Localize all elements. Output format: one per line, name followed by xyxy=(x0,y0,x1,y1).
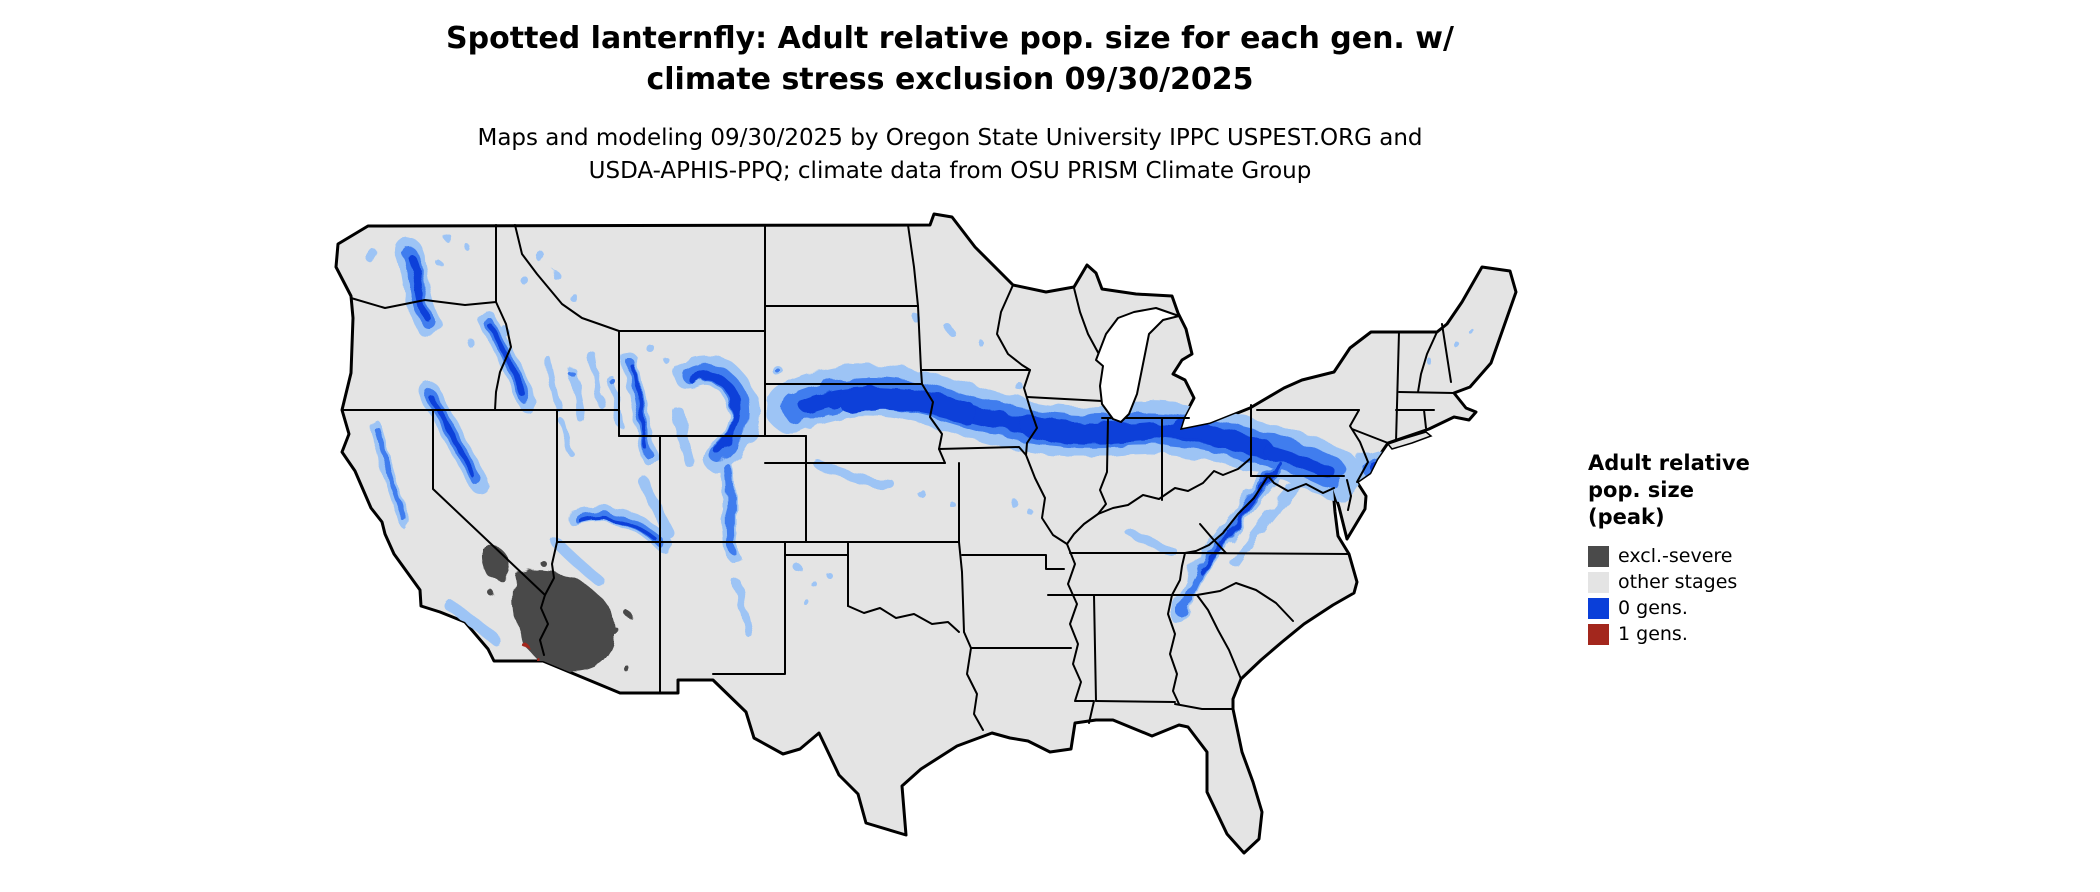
legend-swatch-other-stages xyxy=(1588,571,1609,593)
population-data-layer xyxy=(365,236,1475,833)
lake-michigan xyxy=(1095,307,1180,423)
us-map xyxy=(330,212,1540,880)
legend-row-0-gens: 0 gens. xyxy=(1588,595,1750,621)
legend-items: excl.-severe other stages 0 gens. 1 gens… xyxy=(1588,543,1750,647)
map-legend: Adult relative pop. size (peak) excl.-se… xyxy=(1588,450,1750,647)
long-island xyxy=(1386,431,1433,450)
legend-label-1-gens: 1 gens. xyxy=(1618,623,1688,645)
legend-swatch-1-gens xyxy=(1588,623,1609,645)
title-line-1: Spotted lanternfly: Adult relative pop. … xyxy=(446,21,1454,56)
map-land xyxy=(334,212,1518,855)
page-title: Spotted lanternfly: Adult relative pop. … xyxy=(0,18,1900,100)
legend-swatch-excl-severe xyxy=(1588,545,1609,567)
map-subtitle: Maps and modeling 09/30/2025 by Oregon S… xyxy=(0,122,1900,188)
us-map-svg xyxy=(334,212,1518,855)
excl-severe-layer xyxy=(480,545,631,689)
subtitle-line-1: Maps and modeling 09/30/2025 by Oregon S… xyxy=(477,125,1423,151)
legend-swatch-0-gens xyxy=(1588,597,1609,619)
legend-label-0-gens: 0 gens. xyxy=(1618,597,1688,619)
legend-title-line-1: Adult relative xyxy=(1588,451,1750,475)
gens0-core-layer xyxy=(408,254,1437,575)
legend-row-excl-severe: excl.-severe xyxy=(1588,543,1750,569)
legend-row-other-stages: other stages xyxy=(1588,569,1750,595)
legend-title-line-3: (peak) xyxy=(1588,505,1665,529)
legend-row-1-gens: 1 gens. xyxy=(1588,621,1750,647)
legend-label-excl-severe: excl.-severe xyxy=(1618,545,1733,567)
subtitle-line-2: USDA-APHIS-PPQ; climate data from OSU PR… xyxy=(588,158,1312,184)
legend-title-line-2: pop. size xyxy=(1588,478,1694,502)
legend-label-other-stages: other stages xyxy=(1618,571,1738,593)
state-borders xyxy=(341,224,1455,731)
gens1-layer xyxy=(525,645,538,660)
title-line-2: climate stress exclusion 09/30/2025 xyxy=(646,62,1254,97)
